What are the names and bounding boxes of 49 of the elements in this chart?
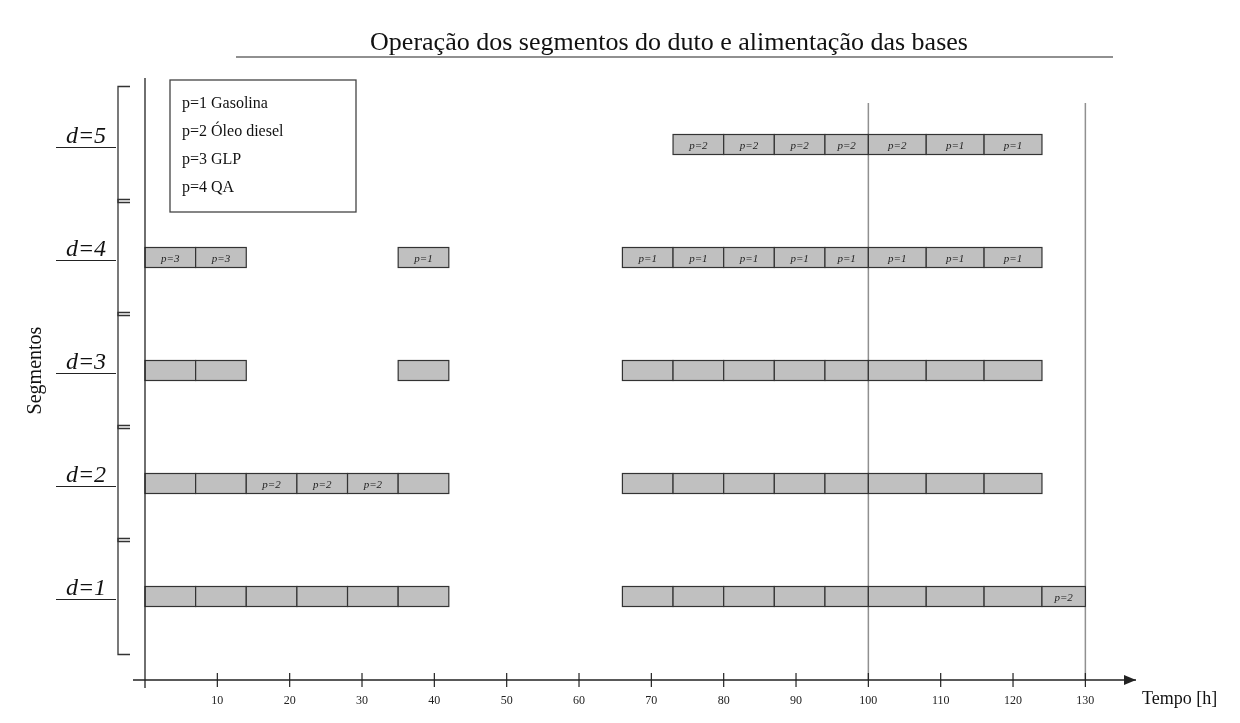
x-tick-label: 40 [428, 693, 441, 707]
annotation: p=2 [312, 477, 332, 490]
annotation: p=2 [1053, 590, 1074, 603]
annotation: p=1 [789, 251, 809, 264]
chart-title: Operação dos segmentos do duto e alimentação das bases [370, 27, 968, 56]
bar [397, 246, 450, 269]
x-tick-label: 110 [931, 693, 950, 707]
annotation: p=1 Gasolina [182, 94, 268, 112]
bar [397, 359, 450, 382]
annotation: p=3 GLP [182, 150, 242, 168]
annotation: p=1 [637, 251, 657, 264]
annotation: p=2 [887, 138, 907, 151]
x-tick-label: 90 [790, 693, 803, 707]
annotation: p=4 QA [182, 178, 235, 196]
x-tick-label: 120 [1004, 693, 1023, 707]
y-tick-label: d=2 [65, 460, 107, 487]
x-tick-label: 20 [283, 693, 296, 707]
x-tick-label: 10 [211, 693, 224, 707]
annotation: p=1 [738, 251, 759, 264]
y-tick-label: d=5 [65, 121, 107, 148]
annotation: p=2 [738, 138, 759, 151]
x-axis-title: Tempo [h] [1142, 688, 1218, 708]
x-tick-label: 70 [645, 693, 658, 707]
x-tick-label: 30 [356, 693, 369, 707]
x-tick-label: 100 [859, 693, 878, 707]
annotation: p=1 [413, 251, 433, 264]
annotation: p=1 [944, 251, 965, 264]
annotation: p=3 [210, 251, 231, 264]
x-tick-label: 80 [717, 693, 730, 707]
x-tick-label: 50 [500, 693, 513, 707]
annotation: p=1 [944, 138, 965, 151]
annotation: p=1 [1002, 138, 1023, 151]
annotation: p=1 [836, 251, 856, 264]
annotation: p=2 [836, 138, 857, 151]
annotation: p=2 [261, 477, 282, 490]
annotation: p=2 [362, 477, 383, 490]
annotation: p=2 [789, 138, 810, 151]
y-tick-label: d=4 [65, 234, 107, 261]
annotation: p=3 [160, 251, 181, 264]
annotation: p=1 [688, 251, 708, 264]
x-tick-label: 130 [1076, 693, 1095, 707]
annotation: p=2 [688, 138, 709, 151]
x-tick-label: 60 [573, 693, 586, 707]
y-axis-title: Segmentos [23, 326, 46, 415]
y-tick-label: d=3 [65, 347, 107, 374]
y-tick-label: d=1 [65, 573, 107, 600]
annotation: p=1 [1002, 251, 1023, 264]
annotation: p=2 Óleo diesel [182, 121, 284, 140]
annotation: p=1 [887, 251, 907, 264]
